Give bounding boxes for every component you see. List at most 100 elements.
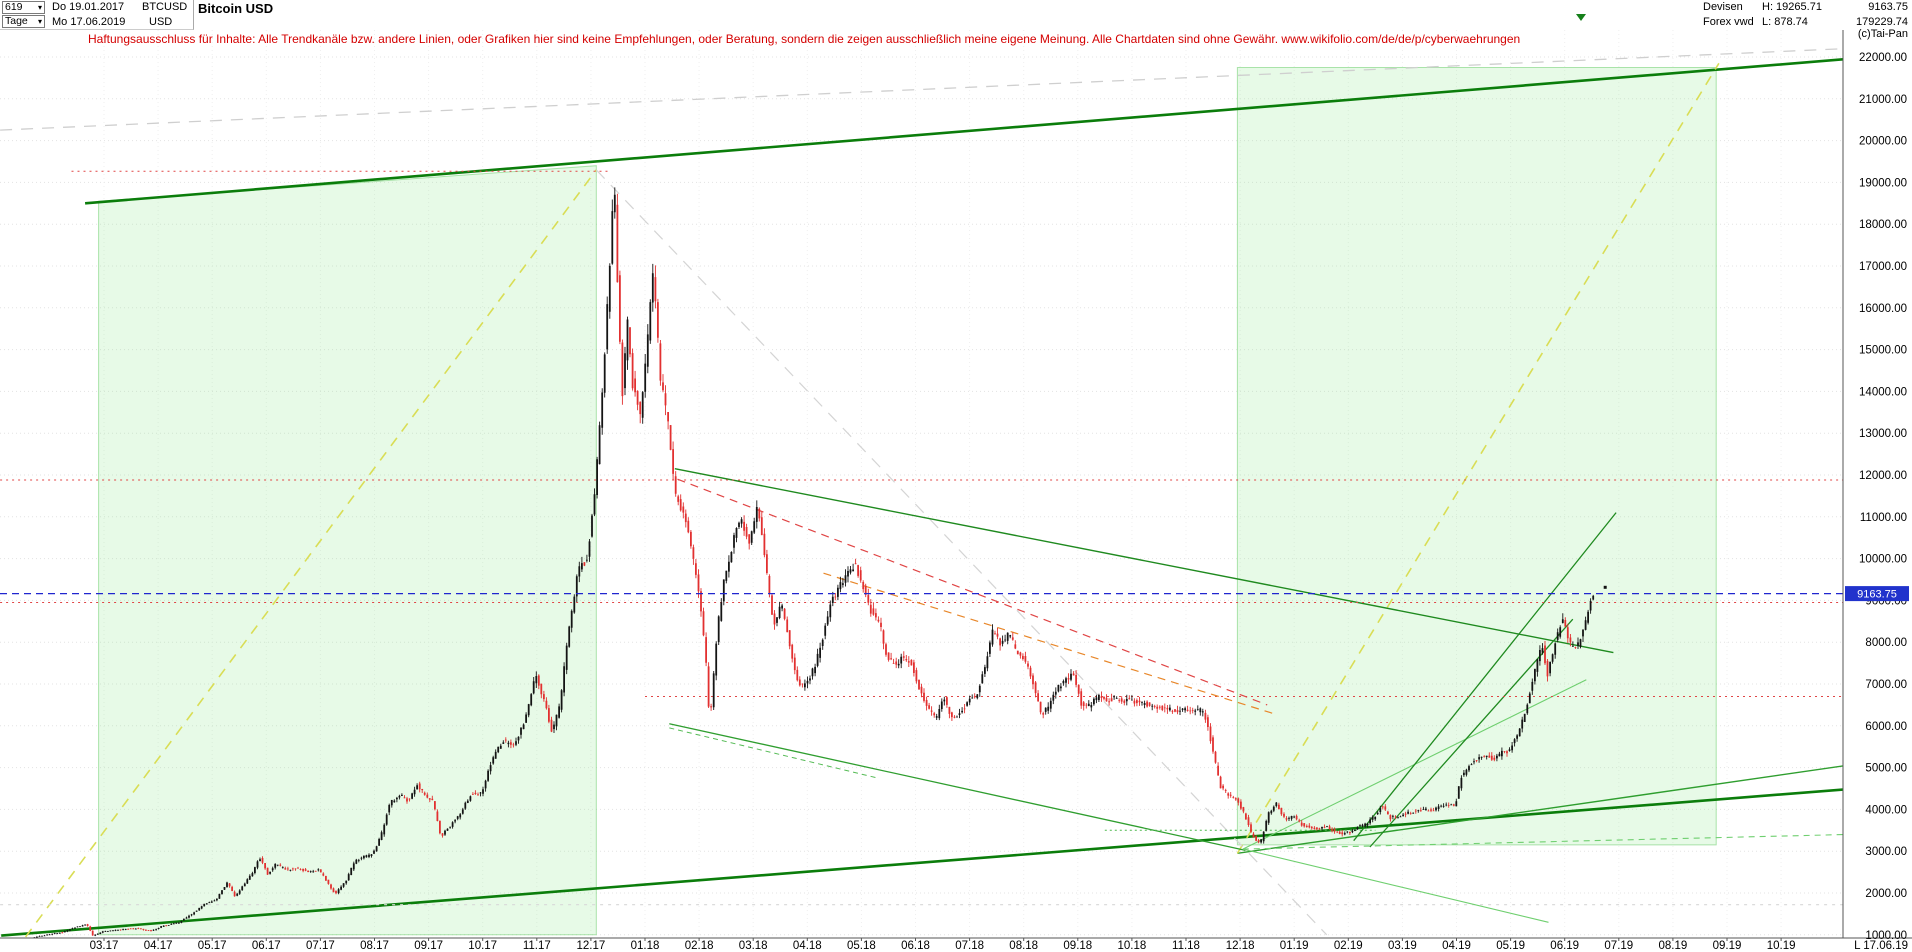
svg-text:15000.00: 15000.00: [1859, 345, 1907, 357]
alltime-high-label: H: 19265.71: [1762, 1, 1822, 13]
chevron-down-icon: ▾: [37, 3, 42, 12]
svg-text:16000.00: 16000.00: [1859, 303, 1907, 315]
svg-text:01.19: 01.19: [1280, 940, 1309, 952]
svg-text:07.17: 07.17: [306, 940, 335, 952]
market-label: Devisen: [1703, 1, 1743, 13]
y-axis-labels: 22000.00 21000.00 20000.00 19000.00 18000.00…: [1859, 52, 1907, 942]
svg-text:05.18: 05.18: [847, 940, 876, 952]
header-box: [0, 0, 194, 30]
svg-text:5000.00: 5000.00: [1865, 763, 1907, 775]
svg-text:11.17: 11.17: [523, 940, 551, 952]
rally-2017-trendline: [24, 169, 597, 938]
svg-text:09.17: 09.17: [414, 940, 443, 952]
svg-text:11.18: 11.18: [1172, 940, 1200, 952]
disclaimer-text: Haftungsausschluss für Inhalte: Alle Tre…: [88, 32, 1521, 46]
last-price-label: 9163.75: [1868, 1, 1908, 13]
svg-text:06.19: 06.19: [1550, 940, 1579, 952]
timeframe-value: Tage: [5, 15, 28, 27]
rally-steep-a: [1353, 512, 1617, 842]
svg-text:9163.75: 9163.75: [1857, 589, 1897, 601]
last-date-label: L 17.06.19: [1854, 940, 1908, 952]
last-price-marker: [1603, 585, 1607, 589]
svg-text:10.17: 10.17: [468, 940, 497, 952]
svg-text:12.17: 12.17: [577, 940, 606, 952]
svg-text:21000.00: 21000.00: [1859, 94, 1907, 106]
fan-descending: [1242, 848, 1549, 923]
svg-text:06.17: 06.17: [252, 940, 281, 952]
fan-flat: [1242, 834, 1843, 850]
svg-text:13000.00: 13000.00: [1859, 428, 1907, 440]
svg-text:08.19: 08.19: [1659, 940, 1688, 952]
grid-layer: [0, 30, 1843, 938]
svg-text:02.18: 02.18: [685, 940, 714, 952]
green-marker-icon: [1576, 14, 1586, 21]
svg-text:11000.00: 11000.00: [1860, 512, 1907, 524]
svg-text:02.19: 02.19: [1334, 940, 1363, 952]
copyright-label: (c)Tai-Pan: [1857, 28, 1908, 40]
svg-text:06.18: 06.18: [901, 940, 930, 952]
start-date-label: Do 19.01.2017: [52, 1, 125, 13]
svg-text:8000.00: 8000.00: [1865, 637, 1907, 649]
svg-text:12.18: 12.18: [1226, 940, 1255, 952]
trend-channel-2019: [1236, 67, 1717, 846]
svg-text:10000.00: 10000.00: [1859, 554, 1907, 566]
svg-text:10.19: 10.19: [1767, 940, 1796, 952]
bars-count-dropdown[interactable]: 619 ▾: [2, 1, 45, 14]
alltime-low-label: L: 878.74: [1762, 16, 1808, 28]
channel-top: [84, 58, 1843, 205]
trend-channel-2017: [98, 165, 597, 936]
svg-text:04.18: 04.18: [793, 940, 822, 952]
trend-lines-layer: [0, 48, 1843, 938]
svg-text:07.19: 07.19: [1604, 940, 1633, 952]
svg-text:09.18: 09.18: [1063, 940, 1092, 952]
red-descending: [677, 478, 1268, 706]
axis-frame: [0, 30, 1912, 939]
resistance-descending: [674, 468, 1614, 654]
svg-text:04.19: 04.19: [1442, 940, 1471, 952]
svg-text:05.17: 05.17: [198, 940, 227, 952]
support-rising-right: [1237, 765, 1843, 854]
volume-label: 179229.74: [1856, 16, 1908, 28]
current-price-badge: 9163.75: [1845, 586, 1909, 602]
svg-text:6000.00: 6000.00: [1865, 721, 1907, 733]
svg-text:04.17: 04.17: [144, 940, 173, 952]
svg-text:03.17: 03.17: [90, 940, 119, 952]
svg-text:14000.00: 14000.00: [1859, 386, 1907, 398]
svg-text:2000.00: 2000.00: [1865, 888, 1907, 900]
channel-bottom: [1, 788, 1843, 937]
support-descending-2018: [669, 723, 1246, 852]
svg-text:1000.00: 1000.00: [1865, 930, 1907, 942]
symbol-label: BTCUSD: [142, 1, 188, 13]
timeframe-dropdown[interactable]: Tage ▾: [2, 15, 45, 28]
svg-text:03.19: 03.19: [1388, 940, 1417, 952]
chevron-down-icon: ▾: [37, 17, 42, 26]
rally-steep-b: [1369, 618, 1574, 848]
svg-text:22000.00: 22000.00: [1859, 52, 1907, 64]
svg-text:12000.00: 12000.00: [1859, 470, 1907, 482]
candles-layer: [28, 187, 1607, 938]
feed-label: Forex vwd: [1703, 16, 1754, 28]
gray-top-line: [0, 48, 1843, 131]
svg-text:19000.00: 19000.00: [1859, 177, 1907, 189]
bars-count-value: 619: [5, 1, 23, 13]
x-axis-labels: 03.17 04.17 05.17 06.17 07.17 08.17 09.17 10.17…: [90, 938, 1908, 952]
end-date-label: Mo 17.06.2019: [52, 16, 126, 28]
trend-channel-regions: [98, 67, 1717, 936]
svg-text:08.18: 08.18: [1009, 940, 1038, 952]
svg-text:3000.00: 3000.00: [1865, 846, 1907, 858]
svg-text:07.18: 07.18: [955, 940, 984, 952]
svg-text:08.17: 08.17: [360, 940, 389, 952]
svg-text:03.18: 03.18: [739, 940, 768, 952]
instrument-title: Bitcoin USD: [198, 1, 274, 16]
svg-text:17000.00: 17000.00: [1859, 261, 1907, 273]
currency-label: USD: [149, 16, 173, 28]
gray-diagonal: [595, 169, 1328, 936]
svg-text:09.19: 09.19: [1713, 940, 1742, 952]
svg-text:18000.00: 18000.00: [1859, 219, 1907, 231]
svg-text:05.19: 05.19: [1496, 940, 1525, 952]
svg-text:7000.00: 7000.00: [1865, 679, 1907, 691]
svg-text:10.18: 10.18: [1118, 940, 1147, 952]
svg-text:01.18: 01.18: [631, 940, 660, 952]
